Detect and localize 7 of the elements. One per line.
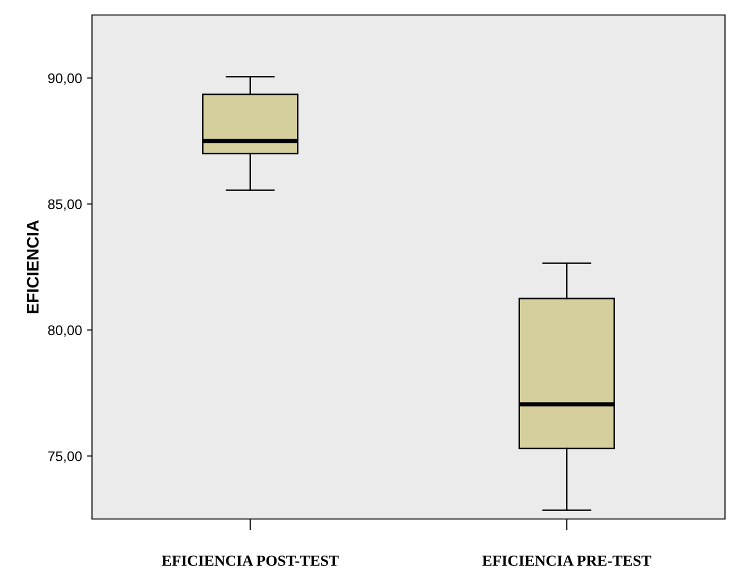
y-tick-label: 85,00: [48, 199, 82, 211]
y-axis-title: EFICIENCIA: [26, 220, 39, 314]
y-tick-label: 75,00: [48, 451, 82, 463]
y-tick-label: 80,00: [48, 325, 82, 337]
y-tick-label: 90,00: [48, 73, 82, 85]
x-tick-label: EFICIENCIA POST-TEST: [162, 556, 339, 566]
x-tick-label: EFICIENCIA PRE-TEST: [482, 556, 652, 566]
